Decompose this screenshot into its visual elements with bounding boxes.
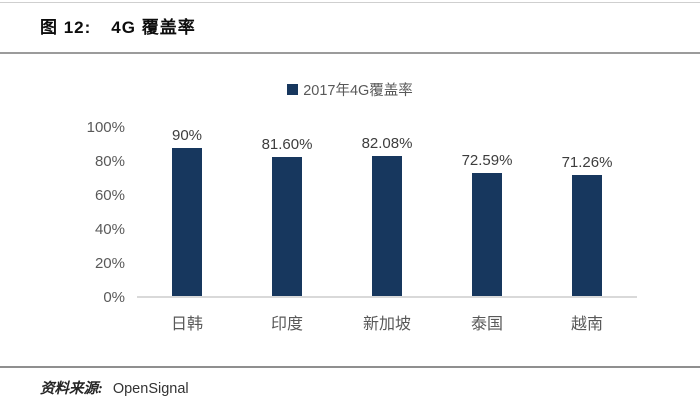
top-border-rule bbox=[0, 2, 700, 3]
figure-title: 图 12: 4G 覆盖率 bbox=[40, 13, 196, 38]
bar-value-label: 90% bbox=[171, 127, 203, 144]
bar-slot: 82.08% bbox=[337, 128, 437, 296]
bar-value-label: 71.26% bbox=[561, 153, 613, 171]
bar bbox=[172, 148, 202, 296]
bar-chart: 0% 20% 40% 60% 80% 100% 90% 81.60% 82.08% 72.59%… bbox=[0, 119, 700, 343]
y-axis-tick-label: 80% bbox=[94, 153, 125, 170]
x-axis-category-label: 日韩 bbox=[170, 316, 203, 333]
title-divider-rule bbox=[0, 52, 700, 54]
bar bbox=[472, 172, 502, 296]
bar-value-label: 81.60% bbox=[261, 136, 313, 154]
y-axis: 0% 20% 40% 60% 80% 100% bbox=[0, 119, 125, 306]
categories-row: 日韩 印度 新加坡 泰国 越南 bbox=[137, 310, 637, 334]
bar bbox=[572, 174, 602, 296]
source-value: OpenSignal bbox=[112, 381, 189, 397]
bar-slot: 71.26% bbox=[537, 128, 637, 296]
y-axis-tick-label: 20% bbox=[94, 255, 125, 272]
y-axis-tick-label: 60% bbox=[94, 187, 125, 204]
bar-slot: 81.60% bbox=[237, 128, 337, 296]
bar bbox=[272, 157, 302, 296]
y-axis-tick-label: 40% bbox=[94, 221, 125, 238]
plot-area: 90% 81.60% 82.08% 72.59% 71.26% bbox=[137, 128, 637, 298]
chart-legend: 2017年4G覆盖率 bbox=[0, 79, 700, 100]
x-axis-category-label: 新加坡 bbox=[362, 316, 411, 333]
figure-title-text: 4G 覆盖率 bbox=[111, 18, 196, 37]
bars-row: 90% 81.60% 82.08% 72.59% 71.26% bbox=[137, 128, 637, 296]
bar-slot: 90% bbox=[137, 128, 237, 296]
bar-value-label: 72.59% bbox=[461, 151, 513, 169]
y-axis-tick-label: 100% bbox=[86, 119, 125, 136]
bar-value-label: 82.08% bbox=[361, 135, 413, 153]
x-axis-category-label: 印度 bbox=[270, 316, 303, 333]
y-axis-tick-label: 0% bbox=[103, 289, 125, 306]
x-axis-category-label: 越南 bbox=[570, 316, 603, 333]
bar bbox=[372, 156, 402, 296]
source-line: 资料来源: OpenSignal bbox=[40, 377, 189, 398]
source-label: 资料来源: bbox=[40, 381, 103, 397]
figure-number-label: 图 12: bbox=[40, 18, 92, 37]
legend-swatch-icon bbox=[287, 84, 299, 95]
x-axis-category-label: 泰国 bbox=[470, 316, 503, 333]
legend-label: 2017年4G覆盖率 bbox=[303, 83, 413, 99]
footer-divider-rule bbox=[0, 366, 700, 368]
bar-slot: 72.59% bbox=[437, 128, 537, 296]
